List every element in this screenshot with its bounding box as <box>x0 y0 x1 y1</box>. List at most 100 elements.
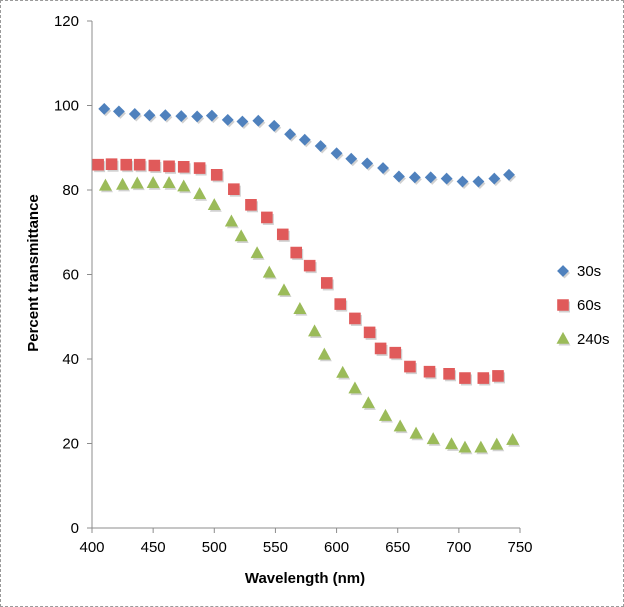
data-point-240s <box>262 265 277 280</box>
data-point-60s <box>148 159 162 173</box>
data-point-240s <box>393 419 408 434</box>
x-tick-label: 400 <box>79 539 104 556</box>
legend[interactable]: 30s 60s 240s <box>556 263 610 348</box>
data-point-30s <box>128 108 142 122</box>
x-tick-label: 550 <box>263 539 288 556</box>
data-point-240s <box>506 432 521 447</box>
data-point-60s <box>133 158 147 173</box>
data-point-30s <box>472 175 486 190</box>
data-point-240s <box>474 440 489 455</box>
series-30s <box>98 102 516 190</box>
data-point-60s <box>477 372 491 386</box>
data-point-240s <box>277 283 292 298</box>
data-point-240s <box>293 302 308 316</box>
y-axis-title: Percent transmittance <box>25 194 42 352</box>
y-tick-label: 0 <box>71 520 79 537</box>
data-point-60s <box>228 183 241 197</box>
legend-label-60s: 60s <box>577 297 601 314</box>
data-point-60s <box>290 246 304 261</box>
data-point-30s <box>345 152 359 167</box>
data-point-60s <box>276 228 290 242</box>
data-point-240s <box>348 381 363 396</box>
data-point-240s <box>308 324 323 339</box>
x-tick-label: 600 <box>324 539 349 556</box>
data-point-30s <box>440 172 454 187</box>
x-tick-label: 450 <box>141 539 166 556</box>
data-point-240s <box>458 440 473 455</box>
legend-label-240s: 240s <box>577 331 610 348</box>
data-point-240s <box>116 177 131 192</box>
data-point-240s <box>234 229 249 243</box>
data-point-240s <box>224 214 239 229</box>
data-point-30s <box>236 115 250 130</box>
series-60s <box>92 158 505 386</box>
y-tick-labels: 0 20 40 60 80 100 120 <box>54 13 79 537</box>
data-point-60s <box>404 360 417 375</box>
data-point-240s <box>490 437 505 452</box>
data-point-60s <box>459 372 472 386</box>
data-point-30s <box>424 171 438 185</box>
data-point-60s <box>163 160 177 174</box>
data-point-30s <box>298 133 312 148</box>
data-point-30s <box>314 140 328 154</box>
series-240s <box>98 176 521 455</box>
y-tick-label: 80 <box>62 182 79 199</box>
data-point-60s <box>320 277 334 291</box>
x-tick-label: 700 <box>446 539 471 556</box>
data-point-30s <box>361 157 375 171</box>
data-point-60s <box>389 346 403 361</box>
data-point-60s <box>210 168 224 183</box>
data-point-60s <box>492 370 505 384</box>
y-tick-label: 100 <box>54 98 79 115</box>
data-point-60s <box>303 259 317 274</box>
data-point-60s <box>92 158 106 173</box>
y-tick-label: 120 <box>54 13 79 30</box>
data-point-60s <box>363 326 377 340</box>
data-point-240s <box>98 178 113 193</box>
x-tick-label: 750 <box>507 539 532 556</box>
data-point-240s <box>445 437 460 451</box>
data-point-240s <box>250 246 265 260</box>
x-tick-labels: 400 450 500 550 600 650 700 750 <box>79 539 532 556</box>
data-point-240s <box>177 179 192 194</box>
data-point-30s <box>191 110 205 124</box>
data-point-60s <box>120 158 134 173</box>
data-point-30s <box>408 171 422 185</box>
data-point-60s <box>374 342 388 356</box>
data-point-60s <box>177 160 191 175</box>
y-tick-label: 20 <box>62 436 79 453</box>
data-point-30s <box>456 175 470 190</box>
data-point-240s <box>193 187 208 201</box>
data-point-30s <box>284 128 298 142</box>
data-point-60s <box>245 198 258 213</box>
data-point-60s <box>423 365 437 380</box>
data-point-60s <box>334 298 348 312</box>
data-point-30s <box>159 109 173 123</box>
data-point-60s <box>261 211 274 225</box>
data-point-240s <box>336 365 351 380</box>
legend-marker-60s <box>557 299 570 313</box>
data-point-30s <box>503 168 516 183</box>
data-point-240s <box>317 347 332 362</box>
y-tick-label: 60 <box>62 267 79 284</box>
data-point-240s <box>426 432 441 446</box>
data-point-30s <box>205 109 219 124</box>
data-point-240s <box>409 426 424 441</box>
series-layer <box>92 102 521 455</box>
data-point-30s <box>252 114 266 129</box>
legend-item-30s[interactable]: 30s <box>557 263 602 280</box>
data-point-240s <box>146 176 161 190</box>
data-point-60s <box>193 162 207 176</box>
legend-label-30s: 30s <box>577 263 601 280</box>
data-point-30s <box>393 170 406 184</box>
data-point-30s <box>330 147 344 161</box>
legend-item-60s[interactable]: 60s <box>557 297 602 314</box>
data-point-30s <box>175 110 189 124</box>
y-tick-label: 40 <box>62 351 79 368</box>
legend-item-240s[interactable]: 240s <box>556 331 610 348</box>
legend-marker-240s <box>556 331 571 346</box>
data-point-240s <box>207 198 222 212</box>
data-point-30s <box>268 119 282 134</box>
